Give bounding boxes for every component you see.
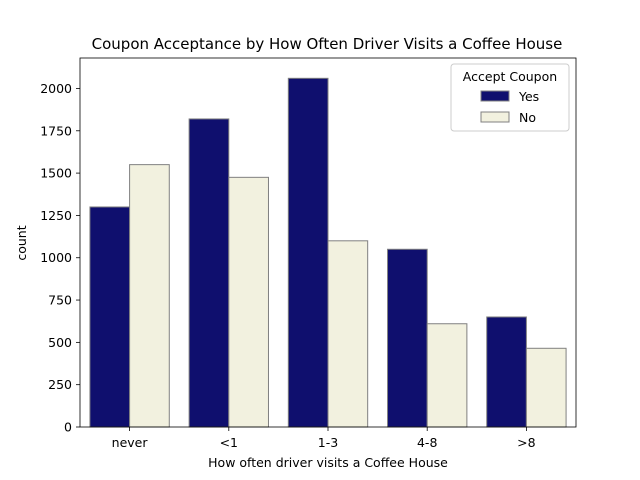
bar-no-0 [129, 164, 170, 428]
bar-yes-3 [387, 248, 428, 428]
plot-frame [79, 57, 577, 428]
x-axis-label: How often driver visits a Coffee House [208, 455, 448, 470]
x-tick-label: >8 [517, 435, 535, 450]
y-axis: 0 250 500 750 1000 1250 1500 1750 2000 [40, 81, 80, 435]
bar-no-1 [228, 176, 269, 428]
bar-yes-1 [188, 118, 230, 428]
x-tick-label: 1-3 [318, 435, 338, 450]
bar-yes-4 [486, 316, 527, 428]
bars-group [89, 77, 567, 428]
x-axis: never <1 1-3 4-8 >8 [112, 427, 536, 450]
y-tick-label: 2000 [40, 81, 72, 96]
y-tick-label: 1000 [40, 250, 72, 265]
y-tick-label: 1750 [40, 123, 72, 138]
bar-no-3 [426, 323, 468, 428]
bar-no-2 [327, 240, 369, 428]
legend: Accept Coupon Yes No [450, 63, 570, 132]
x-tick-label: <1 [220, 435, 238, 450]
legend-items: Yes No [480, 89, 539, 125]
y-tick-label: 1500 [40, 166, 72, 181]
y-tick-label: 500 [48, 335, 72, 350]
bar-yes-0 [89, 206, 131, 428]
x-tick-label: never [112, 435, 149, 450]
y-tick-label: 0 [64, 420, 72, 435]
chart-title: Coupon Acceptance by How Often Driver Vi… [92, 35, 563, 53]
legend-swatch-no [480, 111, 510, 123]
bar-yes-2 [287, 77, 329, 428]
y-tick-label: 250 [48, 377, 72, 392]
legend-label-no: No [519, 110, 536, 125]
y-axis-label: count [14, 225, 29, 260]
bar-no-4 [525, 347, 567, 428]
x-tick-label: 4-8 [417, 435, 437, 450]
legend-label-yes: Yes [518, 89, 539, 104]
legend-swatch-yes [480, 90, 510, 102]
y-tick-label: 750 [48, 293, 72, 308]
y-tick-label: 1250 [40, 208, 72, 223]
legend-title: Accept Coupon [463, 69, 557, 84]
